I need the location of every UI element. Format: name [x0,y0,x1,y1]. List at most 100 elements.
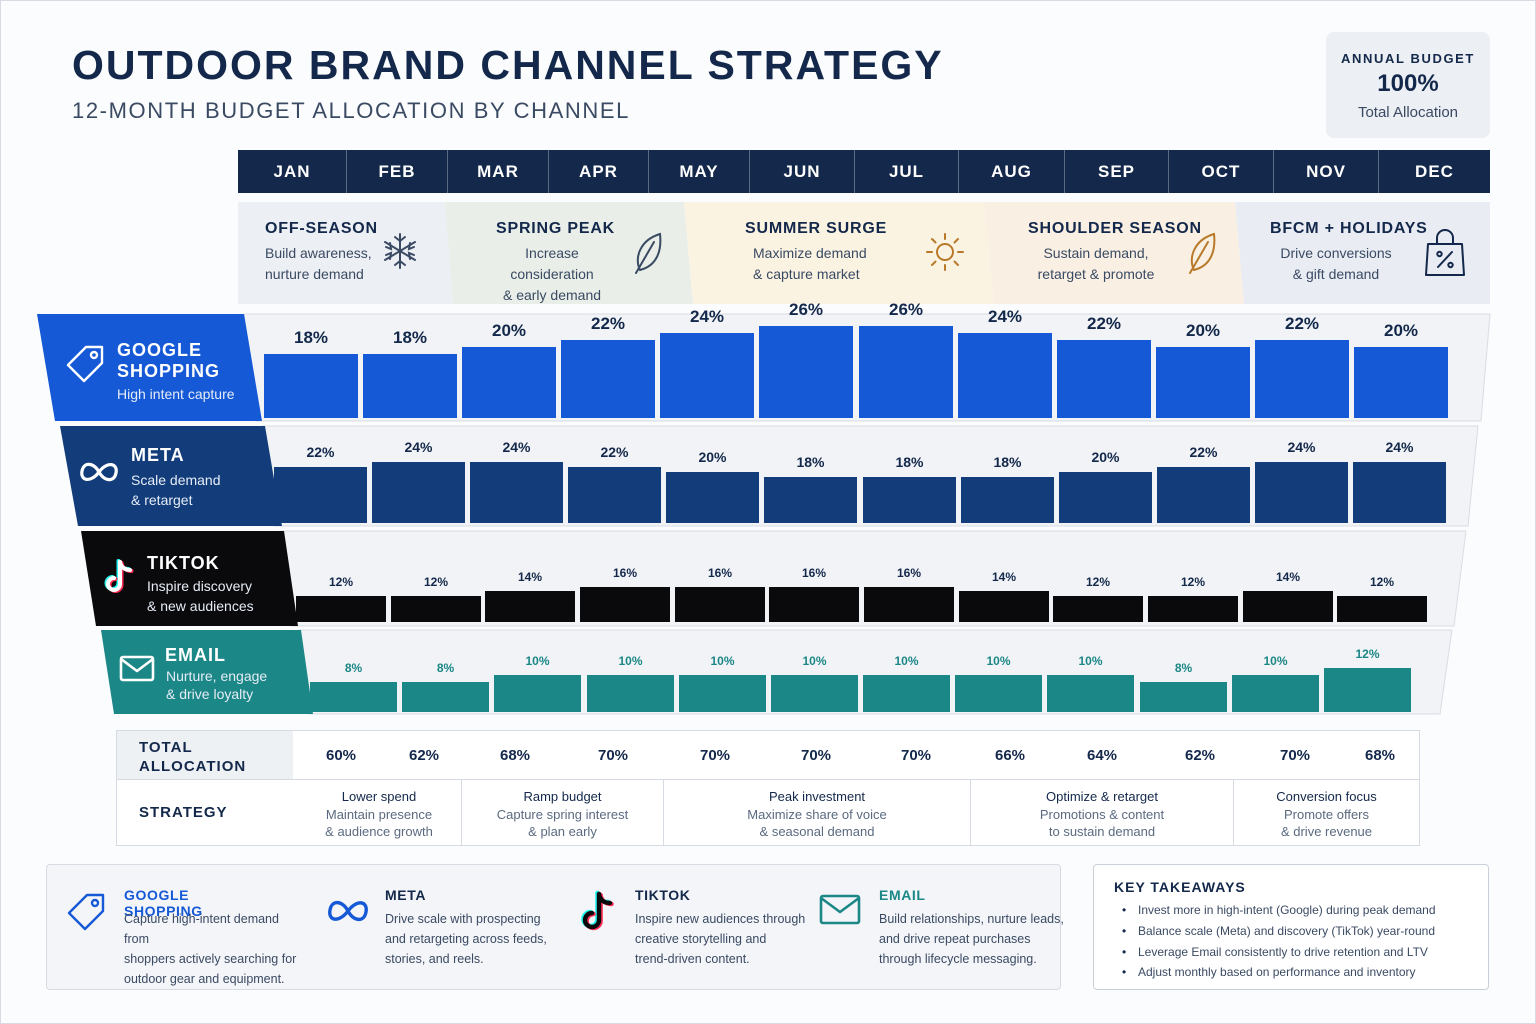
bar-meta-nov [1255,462,1348,523]
bar-label-email-jun: 10% [802,654,827,668]
month-jun: JUN [750,150,855,193]
strategy-line: Optimize & retarget [1046,789,1158,804]
snowflake-icon [384,233,416,269]
total-may: 70% [699,747,731,764]
bar-label-meta-jan: 22% [306,444,335,460]
bar-tiktok-aug [959,591,1049,622]
page-title: OUTDOOR BRAND CHANNEL STRATEGY [72,42,944,88]
bar-email-dec [1324,668,1411,712]
bar-email-feb [402,682,489,712]
tag-icon [66,345,104,383]
bar-label-meta-nov: 24% [1287,439,1316,455]
bar-label-google-may: 24% [689,307,725,326]
bar-label-email-may: 10% [710,654,735,668]
bar-label-meta-oct: 22% [1189,444,1218,460]
legend-text-email: Build relationships, nurture leads, and d… [879,909,1064,969]
total-aug: 66% [994,747,1026,764]
bar-label-tiktok-oct: 12% [1180,575,1206,589]
bar-label-google-feb: 18% [392,328,428,347]
bar-label-google-mar: 20% [491,321,527,340]
bar-email-aug [955,675,1042,712]
bar-label-google-sep: 22% [1086,314,1122,333]
tab-bg-google [37,314,262,421]
bar-tiktok-jan [296,596,386,622]
bar-google-feb [363,354,457,418]
bar-label-google-jan: 18% [293,328,329,347]
bar-google-may [660,333,754,418]
season-shoulder: SHOULDER SEASON Sustain demand, retarget … [1028,202,1233,304]
channel-tab-meta: META Scale demand & retarget [76,426,266,526]
key-takeaways: KEY TAKEAWAYS Invest more in high-intent… [1093,864,1489,990]
annual-budget-sub: Total Allocation [1357,104,1459,121]
page-subtitle: 12-MONTH BUDGET ALLOCATION BY CHANNEL [72,98,630,123]
month-feb: FEB [347,150,448,193]
legend-line: Drive scale with prospecting [385,912,541,926]
channel-tab-email: EMAIL Nurture, engage & drive loyalty [117,630,307,714]
legend-line: shoppers actively searching for [124,952,297,966]
bar-label-tiktok-jan: 12% [328,575,354,589]
strategy-divider [461,779,462,845]
takeaways-title: KEY TAKEAWAYS [1114,879,1246,895]
bar-meta-may [666,472,759,523]
season-desc-line: nurture demand [265,266,364,282]
bar-email-apr [587,675,674,712]
bar-meta-aug [961,477,1054,523]
bar-email-jan [310,682,397,712]
legend-line: Capture high-intent demand from [124,912,279,946]
bar-label-tiktok-apr: 16% [612,566,638,580]
bar-tiktok-jun [769,587,859,622]
strategy-line: Peak investment [768,789,866,804]
channel-tab-tiktok: TIKTOK Inspire discovery & new audiences [100,531,290,626]
strategy-divider [970,779,971,845]
legend-text-google: Capture high-intent demand from shoppers … [124,909,304,989]
bar-label-meta-apr: 22% [600,444,629,460]
strategy-line: Promotions & content [1039,806,1165,822]
season-bg-spring [445,202,693,304]
total-apr: 70% [597,747,629,764]
bar-label-tiktok-dec: 12% [1369,575,1395,589]
season-desc-line: & early demand [502,287,602,303]
season-desc-line: Build awareness, [265,245,372,261]
strategy-line: Capture spring interest [496,806,629,822]
season-desc-line: Increase consideration [510,245,594,282]
channel-name-meta: META [131,445,185,465]
bar-label-google-nov: 22% [1284,314,1320,333]
channel-tab-google: GOOGLE SHOPPING High intent capture [62,314,252,421]
strategy-line: & plan early [528,824,597,839]
bar-label-email-oct: 8% [1174,661,1193,675]
season-desc-line: & gift demand [1292,266,1380,282]
bar-google-mar [462,347,556,418]
legend-line: and retargeting across feeds, [385,932,547,946]
legend-line: stories, and reels. [385,952,484,966]
season-title-shoulder: SHOULDER SEASON [1028,220,1202,237]
bar-label-meta-feb: 24% [404,439,433,455]
takeaway-item: Invest more in high-intent (Google) duri… [1122,900,1436,921]
strategy-line: Maximize share of voice [747,806,887,822]
legend-text-meta: Drive scale with prospecting and retarget… [385,909,565,969]
season-title-holidays: BFCM + HOLIDAYS [1270,220,1428,237]
bar-meta-oct [1157,467,1250,523]
tab-bg-meta [60,426,282,526]
bar-meta-apr [568,467,661,523]
bar-tiktok-sep [1053,596,1143,622]
total-jul: 70% [900,747,932,764]
bar-tiktok-oct [1148,596,1238,622]
bar-label-google-oct: 20% [1185,321,1221,340]
season-bg-off [238,202,453,304]
bar-label-tiktok-mar: 14% [517,570,543,584]
bar-label-meta-sep: 20% [1091,449,1120,465]
bar-google-aug [958,333,1052,418]
legend-title-google: GOOGLE SHOPPING [124,887,203,919]
leaf-icon [1189,232,1216,274]
month-oct: OCT [1169,150,1274,193]
season-desc-shoulder: Sustain demand, retarget & promote [1032,243,1160,285]
bar-label-tiktok-aug: 14% [991,570,1017,584]
bar-label-email-jan: 8% [344,661,363,675]
legend-line: Inspire new audiences through [635,912,806,926]
bar-label-email-jul: 10% [894,654,919,668]
total-allocation-label: TOTAL ALLOCATION [139,739,247,775]
bar-tiktok-feb [391,596,481,622]
season-bg-shoulder [984,202,1244,304]
strategy-line: to sustain demand [1048,824,1156,839]
bar-tiktok-jul [864,587,954,622]
